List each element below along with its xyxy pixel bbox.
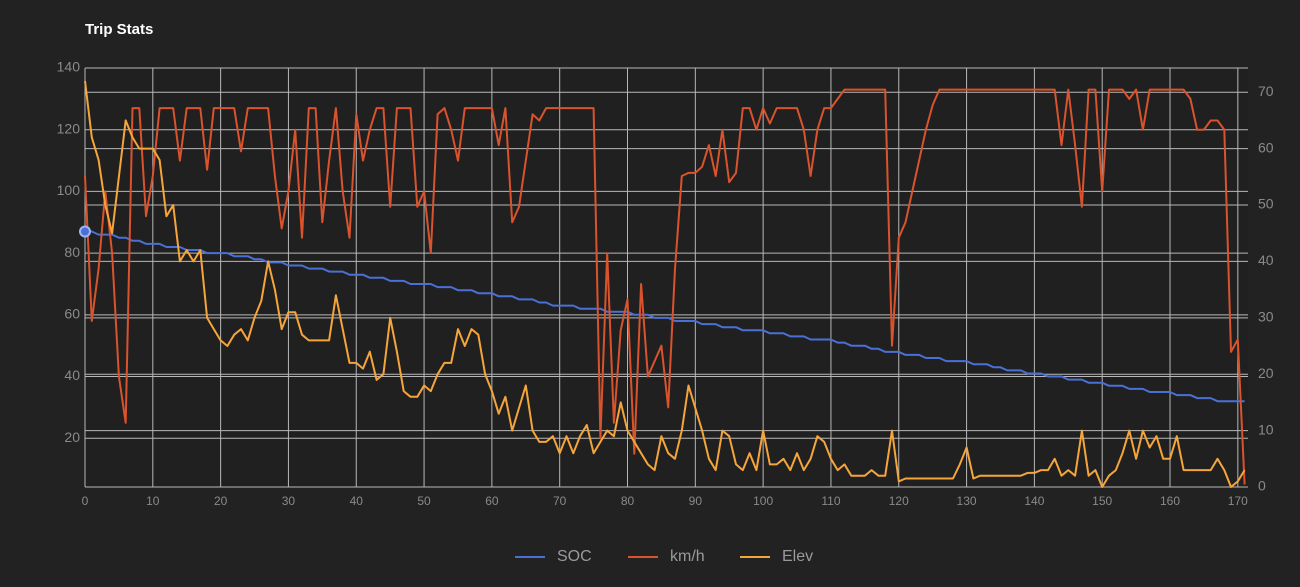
x-tick-label: 10 bbox=[146, 494, 160, 508]
x-tick-label: 40 bbox=[350, 494, 364, 508]
x-tick-label: 140 bbox=[1024, 494, 1044, 508]
plot-area bbox=[85, 68, 1248, 487]
y2-tick-label: 50 bbox=[1258, 196, 1274, 212]
y-tick-label: 120 bbox=[57, 120, 81, 136]
y-tick-label: 60 bbox=[64, 306, 80, 322]
series-line bbox=[85, 230, 1245, 403]
x-tick-label: 160 bbox=[1160, 494, 1180, 508]
legend-label: Elev bbox=[782, 548, 813, 565]
series-line bbox=[84, 80, 1246, 488]
y2-tick-label: 20 bbox=[1258, 365, 1274, 381]
x-tick-label: 80 bbox=[621, 494, 635, 508]
x-tick-label: 90 bbox=[689, 494, 703, 508]
hover-point bbox=[79, 225, 91, 238]
x-tick-label: 30 bbox=[282, 494, 296, 508]
y2-tick-label: 70 bbox=[1258, 83, 1274, 99]
x-tick-label: 130 bbox=[957, 494, 977, 508]
x-tick-label: 110 bbox=[821, 494, 840, 508]
x-tick-label: 20 bbox=[214, 494, 228, 508]
y-tick-label: 20 bbox=[64, 429, 80, 445]
x-tick-label: 70 bbox=[553, 494, 567, 508]
legend-label: km/h bbox=[670, 548, 705, 565]
series-line bbox=[84, 88, 1246, 485]
x-tick-label: 170 bbox=[1228, 494, 1248, 508]
y-tick-label: 40 bbox=[64, 367, 80, 383]
chart-title: Trip Stats bbox=[85, 21, 153, 38]
y2-tick-label: 60 bbox=[1258, 139, 1274, 155]
y2-tick-label: 40 bbox=[1258, 252, 1274, 268]
y-tick-label: 100 bbox=[57, 182, 81, 198]
y2-tick-label: 0 bbox=[1258, 478, 1266, 494]
y2-tick-label: 30 bbox=[1258, 309, 1274, 325]
x-tick-label: 50 bbox=[417, 494, 431, 508]
x-tick-label: 150 bbox=[1092, 494, 1112, 508]
x-tick-label: 100 bbox=[753, 494, 773, 508]
x-tick-label: 120 bbox=[889, 494, 909, 508]
y-tick-label: 80 bbox=[64, 244, 80, 260]
y2-tick-label: 10 bbox=[1258, 421, 1274, 437]
x-tick-label: 60 bbox=[485, 494, 499, 508]
x-tick-label: 0 bbox=[82, 494, 89, 508]
legend-label: SOC bbox=[557, 548, 592, 565]
y-tick-label: 140 bbox=[57, 59, 81, 75]
